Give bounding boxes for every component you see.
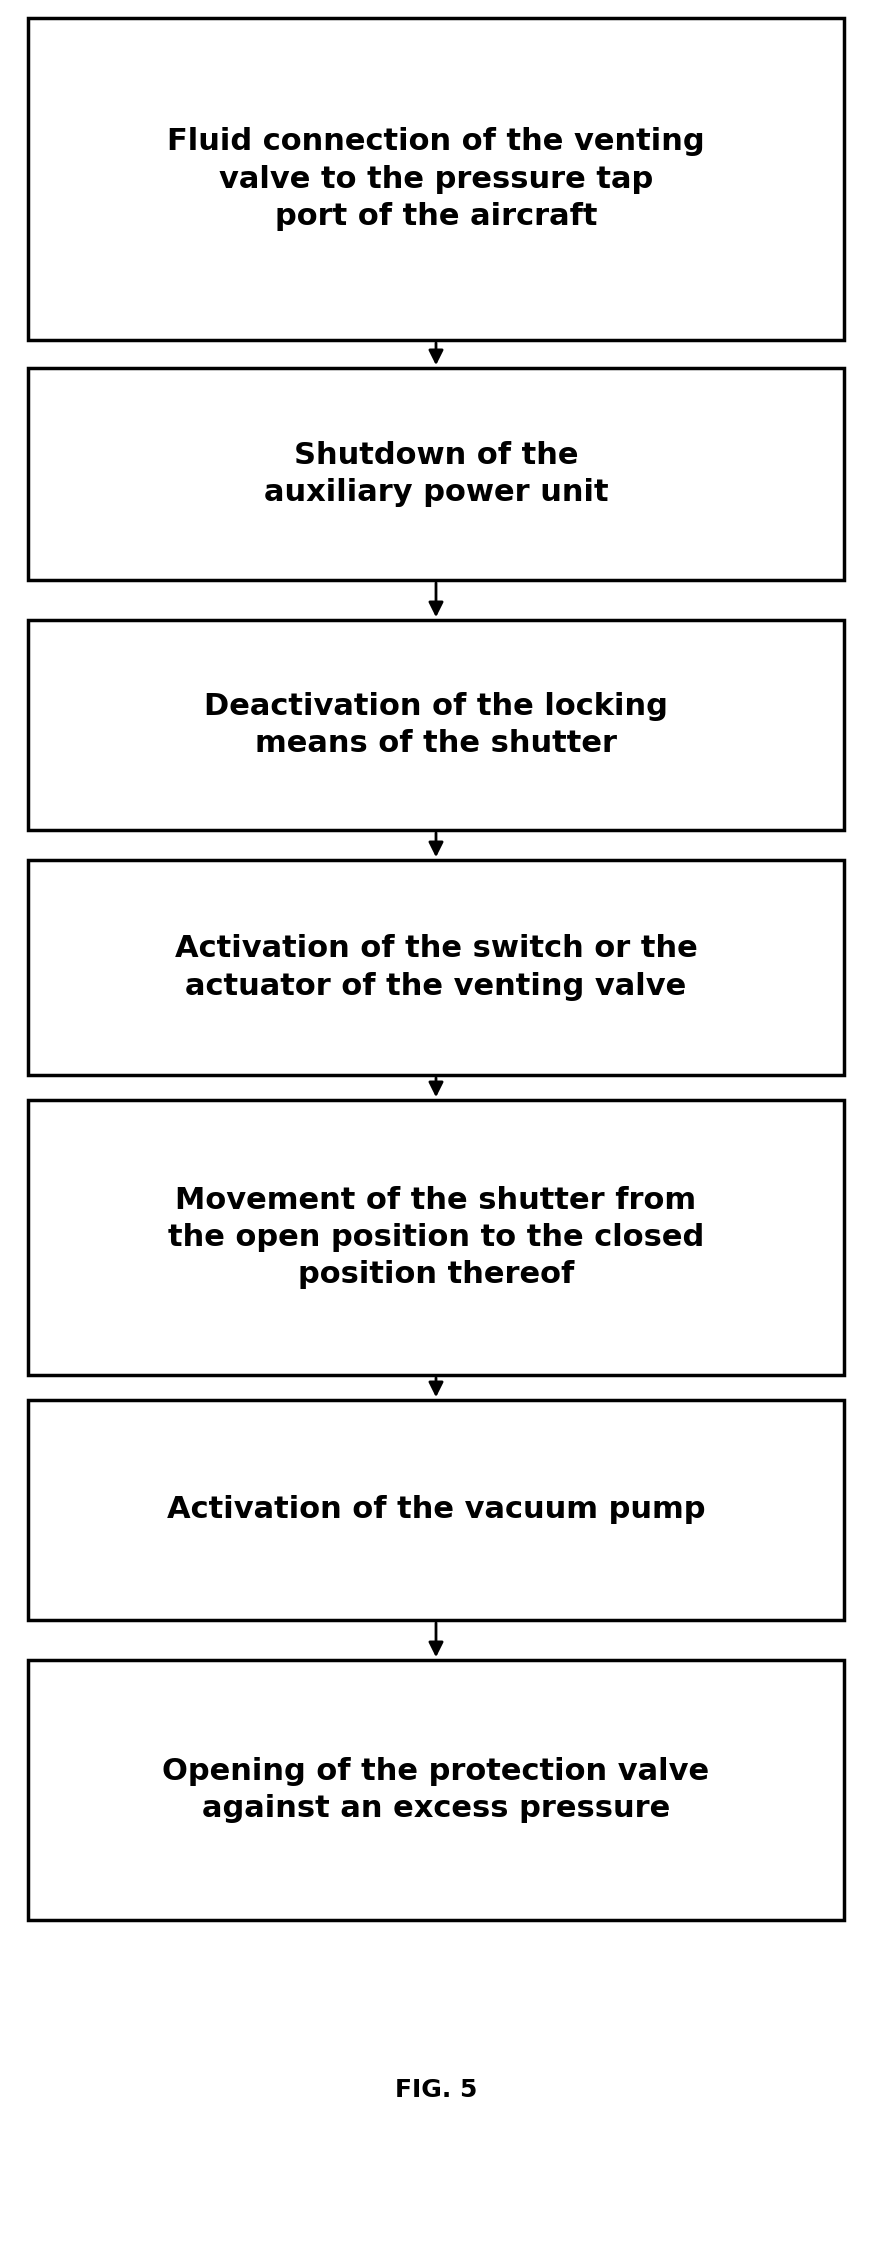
Text: Fluid connection of the venting
valve to the pressure tap
port of the aircraft: Fluid connection of the venting valve to… — [167, 129, 705, 230]
Bar — [28, 1400, 844, 1619]
Text: Activation of the vacuum pump: Activation of the vacuum pump — [167, 1495, 705, 1524]
Text: Shutdown of the
auxiliary power unit: Shutdown of the auxiliary power unit — [263, 442, 609, 507]
Bar — [28, 859, 844, 1076]
Bar — [28, 620, 844, 830]
Text: FIG. 5: FIG. 5 — [395, 2079, 477, 2102]
Bar — [28, 368, 844, 580]
Text: Deactivation of the locking
means of the shutter: Deactivation of the locking means of the… — [204, 692, 668, 758]
Bar — [28, 1100, 844, 1376]
Bar — [28, 1660, 844, 1919]
Bar — [28, 18, 844, 341]
Text: Opening of the protection valve
against an excess pressure: Opening of the protection valve against … — [162, 1757, 710, 1822]
Text: Activation of the switch or the
actuator of the venting valve: Activation of the switch or the actuator… — [174, 934, 698, 1001]
Text: Movement of the shutter from
the open position to the closed
position thereof: Movement of the shutter from the open po… — [168, 1186, 704, 1290]
